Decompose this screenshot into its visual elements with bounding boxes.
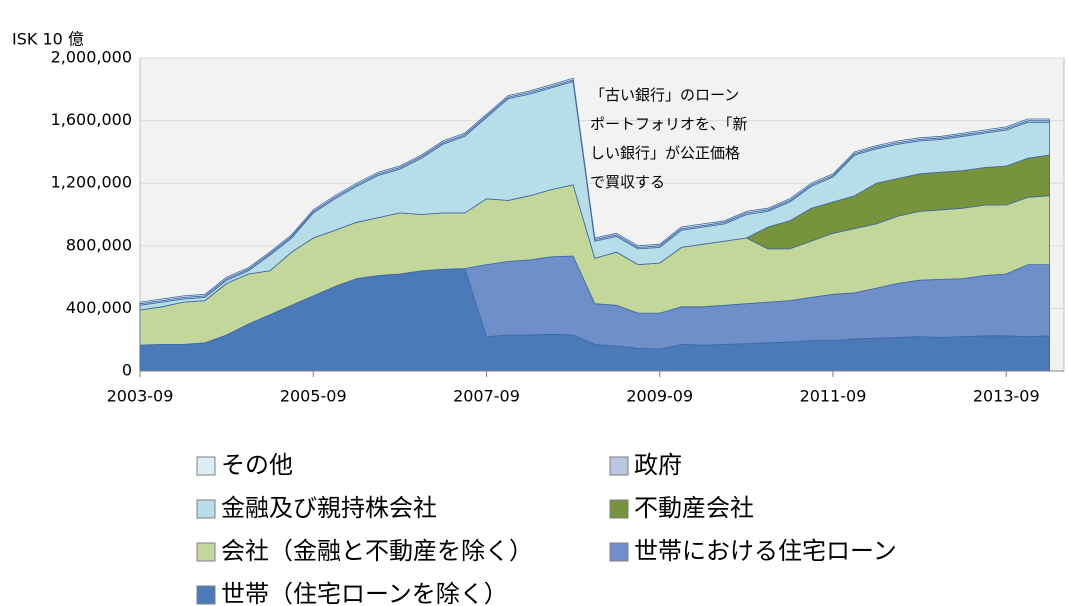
y-tick-label: 0 — [122, 361, 132, 380]
legend-label: 会社（金融と不動産を除く） — [221, 537, 533, 565]
annotation: しい銀行」が公正価格 — [590, 144, 740, 162]
y-tick-label: 1,600,000 — [51, 110, 132, 129]
x-tick-label: 2003-09 — [107, 387, 174, 406]
area — [139, 77, 1050, 305]
legend-label: 世帯（住宅ローンを除く） — [221, 580, 508, 606]
legend-label: その他 — [221, 451, 293, 479]
legend-swatch — [609, 542, 629, 562]
x-tick-label: 2013-09 — [973, 387, 1040, 406]
legend-label: 不動産会社 — [634, 494, 754, 522]
legend-swatch — [609, 499, 629, 519]
y-tick-label: 400,000 — [66, 298, 132, 317]
legend-label: 世帯における住宅ローン — [634, 537, 897, 565]
annotation: ポートフォリオを、「新 — [590, 115, 748, 133]
x-tick-label: 2007-09 — [453, 387, 520, 406]
legend-swatch — [196, 542, 216, 562]
annotation: 「古い銀行」のローン — [590, 86, 739, 104]
legend-label: 金融及び親持株会社 — [221, 494, 437, 522]
legend-swatch — [196, 585, 216, 605]
annotation: で買収する — [590, 173, 665, 191]
x-tick-label: 2009-09 — [626, 387, 693, 406]
x-tick-label: 2005-09 — [280, 387, 347, 406]
legend-swatch — [196, 499, 216, 519]
y-axis-label: ISK 10 億 — [12, 30, 84, 49]
legend-label: 政府 — [634, 451, 682, 479]
y-tick-label: 2,000,000 — [51, 48, 132, 67]
legend-swatch — [609, 456, 629, 476]
x-tick-label: 2011-09 — [800, 387, 867, 406]
y-tick-label: 1,200,000 — [51, 173, 132, 192]
legend-swatch — [196, 456, 216, 476]
y-tick-label: 800,000 — [66, 235, 132, 254]
